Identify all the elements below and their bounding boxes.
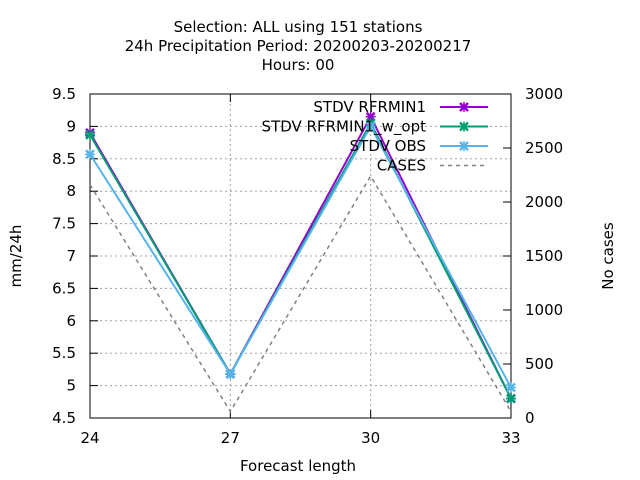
x-tick-label: 24 (80, 429, 99, 447)
data-point (85, 149, 95, 160)
legend-marker (459, 102, 469, 112)
y-axis-label: mm/24h (7, 225, 25, 288)
y-tick-label: 5.5 (52, 344, 76, 362)
y-tick-label: 8.5 (52, 150, 76, 168)
y-tick-label: 7 (66, 247, 76, 265)
y2-tick-label: 1500 (525, 247, 563, 265)
legend-marker (459, 141, 469, 151)
legend-marker (459, 121, 469, 132)
series (85, 111, 516, 413)
y2-tick-label: 2500 (525, 139, 563, 157)
legend-label: STDV OBS (350, 137, 426, 155)
data-point (225, 368, 236, 379)
y-tick-label: 6 (66, 312, 76, 330)
series-line (89, 121, 512, 400)
x-tick-label: 33 (501, 429, 520, 447)
data-point (365, 121, 376, 132)
y2-tick-label: 1000 (525, 301, 563, 319)
y-tick-label: 4.5 (52, 409, 76, 427)
y2-tick-label: 3000 (525, 85, 563, 103)
legend-label: CASES (377, 157, 426, 175)
data-point (506, 382, 516, 393)
y-tick-label: 6.5 (52, 279, 76, 297)
axes: 4.5 5 5.5 6 6.5 7 7.5 8 8.5 9 9.5 0 500 1000 1500 2000 2… (52, 85, 563, 447)
title-line: Hours: 00 (262, 56, 335, 74)
y-tick-label: 7.5 (52, 215, 76, 233)
y2-axis-label: No cases (599, 222, 617, 290)
x-tick-label: 27 (221, 429, 240, 447)
x-axis-label: Forecast length (240, 457, 356, 475)
grid (90, 94, 511, 418)
series-line (89, 124, 512, 389)
x-tick-label: 30 (361, 429, 380, 447)
y-tick-label: 5 (66, 377, 76, 395)
y2-tick-label: 2000 (525, 193, 563, 211)
y-tick-label: 9 (66, 117, 76, 135)
title-line: 24h Precipitation Period: 20200203-20200… (125, 37, 472, 55)
y2-tick-label: 500 (525, 355, 554, 373)
y-tick-label: 9.5 (52, 85, 76, 103)
data-point (85, 129, 95, 140)
data-point (506, 393, 516, 404)
y2-tick-label: 0 (525, 409, 535, 427)
title-line: Selection: ALL using 151 stations (174, 18, 423, 36)
legend-label: STDV RFRMIN1_w_opt (262, 118, 427, 137)
legend-label: STDV RFRMIN1 (313, 98, 426, 116)
y-tick-label: 8 (66, 182, 76, 200)
series-line (89, 174, 512, 413)
